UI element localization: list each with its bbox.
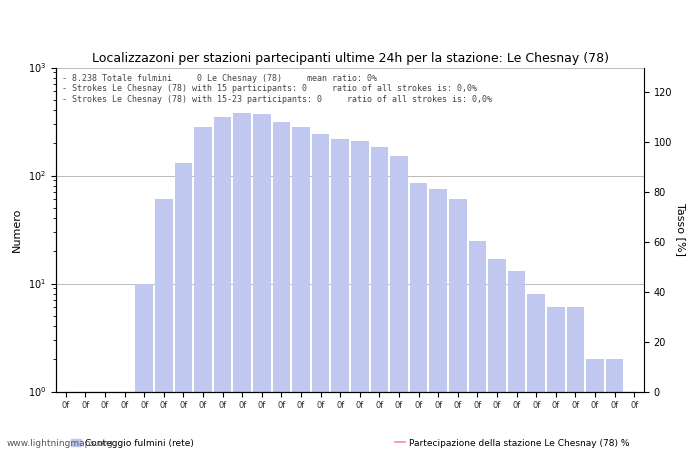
Bar bbox=[370, 392, 388, 450]
Bar bbox=[214, 392, 232, 450]
Bar bbox=[116, 392, 134, 450]
Bar bbox=[527, 392, 545, 450]
Bar bbox=[429, 189, 447, 450]
Bar bbox=[508, 271, 526, 450]
Bar bbox=[76, 392, 94, 450]
Bar bbox=[194, 127, 212, 450]
Bar bbox=[135, 284, 153, 450]
Bar bbox=[253, 392, 271, 450]
Bar bbox=[174, 392, 193, 450]
Bar bbox=[625, 392, 643, 450]
Bar bbox=[606, 359, 624, 450]
Bar bbox=[566, 307, 584, 450]
Bar bbox=[606, 392, 624, 450]
Bar bbox=[410, 392, 428, 450]
Legend: Conteggio fulmini (rete), Conteggio fulmini stazione Le Chesnay (78)   Num. Staz: Conteggio fulmini (rete), Conteggio fulm… bbox=[67, 435, 633, 450]
Bar bbox=[390, 157, 408, 450]
Bar bbox=[233, 113, 251, 450]
Bar bbox=[488, 392, 506, 450]
Bar bbox=[155, 392, 173, 450]
Bar bbox=[547, 307, 565, 450]
Bar bbox=[312, 392, 330, 450]
Bar bbox=[233, 392, 251, 450]
Bar bbox=[410, 183, 428, 450]
Bar bbox=[449, 199, 467, 450]
Text: - 8.238 Totale fulmini     0 Le Chesnay (78)     mean ratio: 0%
- Strokes Le Che: - 8.238 Totale fulmini 0 Le Chesnay (78)… bbox=[62, 74, 492, 104]
Bar bbox=[116, 392, 134, 450]
Bar bbox=[312, 135, 330, 450]
Bar bbox=[586, 392, 604, 450]
Bar bbox=[174, 163, 193, 450]
Bar bbox=[625, 392, 643, 450]
Bar bbox=[508, 392, 526, 450]
Bar bbox=[468, 392, 486, 450]
Bar bbox=[272, 122, 290, 450]
Bar bbox=[155, 199, 173, 450]
Y-axis label: Numero: Numero bbox=[13, 207, 22, 252]
Y-axis label: Tasso [%]: Tasso [%] bbox=[676, 203, 686, 256]
Bar bbox=[96, 392, 114, 450]
Bar bbox=[57, 392, 75, 450]
Bar bbox=[292, 127, 310, 450]
Bar bbox=[57, 392, 75, 450]
Bar bbox=[96, 392, 114, 450]
Bar bbox=[292, 392, 310, 450]
Bar bbox=[76, 392, 94, 450]
Bar bbox=[194, 392, 212, 450]
Bar bbox=[488, 259, 506, 450]
Bar bbox=[370, 147, 388, 450]
Bar bbox=[331, 139, 349, 450]
Text: www.lightningmaps.org: www.lightningmaps.org bbox=[7, 439, 113, 448]
Bar bbox=[527, 294, 545, 450]
Bar bbox=[586, 359, 604, 450]
Bar bbox=[214, 117, 232, 450]
Bar bbox=[429, 392, 447, 450]
Bar bbox=[390, 392, 408, 450]
Bar bbox=[331, 392, 349, 450]
Bar bbox=[351, 392, 369, 450]
Bar bbox=[468, 240, 486, 450]
Bar bbox=[135, 392, 153, 450]
Bar bbox=[547, 392, 565, 450]
Bar bbox=[272, 392, 290, 450]
Bar bbox=[449, 392, 467, 450]
Title: Localizzazoni per stazioni partecipanti ultime 24h per la stazione: Le Chesnay (: Localizzazoni per stazioni partecipanti … bbox=[92, 52, 608, 65]
Bar bbox=[566, 392, 584, 450]
Bar bbox=[351, 141, 369, 450]
Bar bbox=[253, 114, 271, 450]
